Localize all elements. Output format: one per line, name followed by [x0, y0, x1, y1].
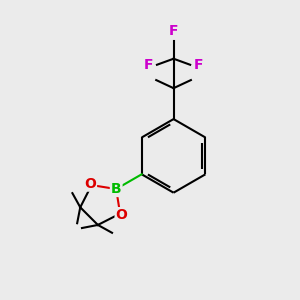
Text: F: F	[194, 58, 203, 72]
Text: F: F	[169, 24, 178, 38]
Text: F: F	[144, 58, 153, 72]
Text: O: O	[84, 177, 96, 190]
Text: B: B	[111, 182, 122, 196]
Text: O: O	[116, 208, 128, 222]
